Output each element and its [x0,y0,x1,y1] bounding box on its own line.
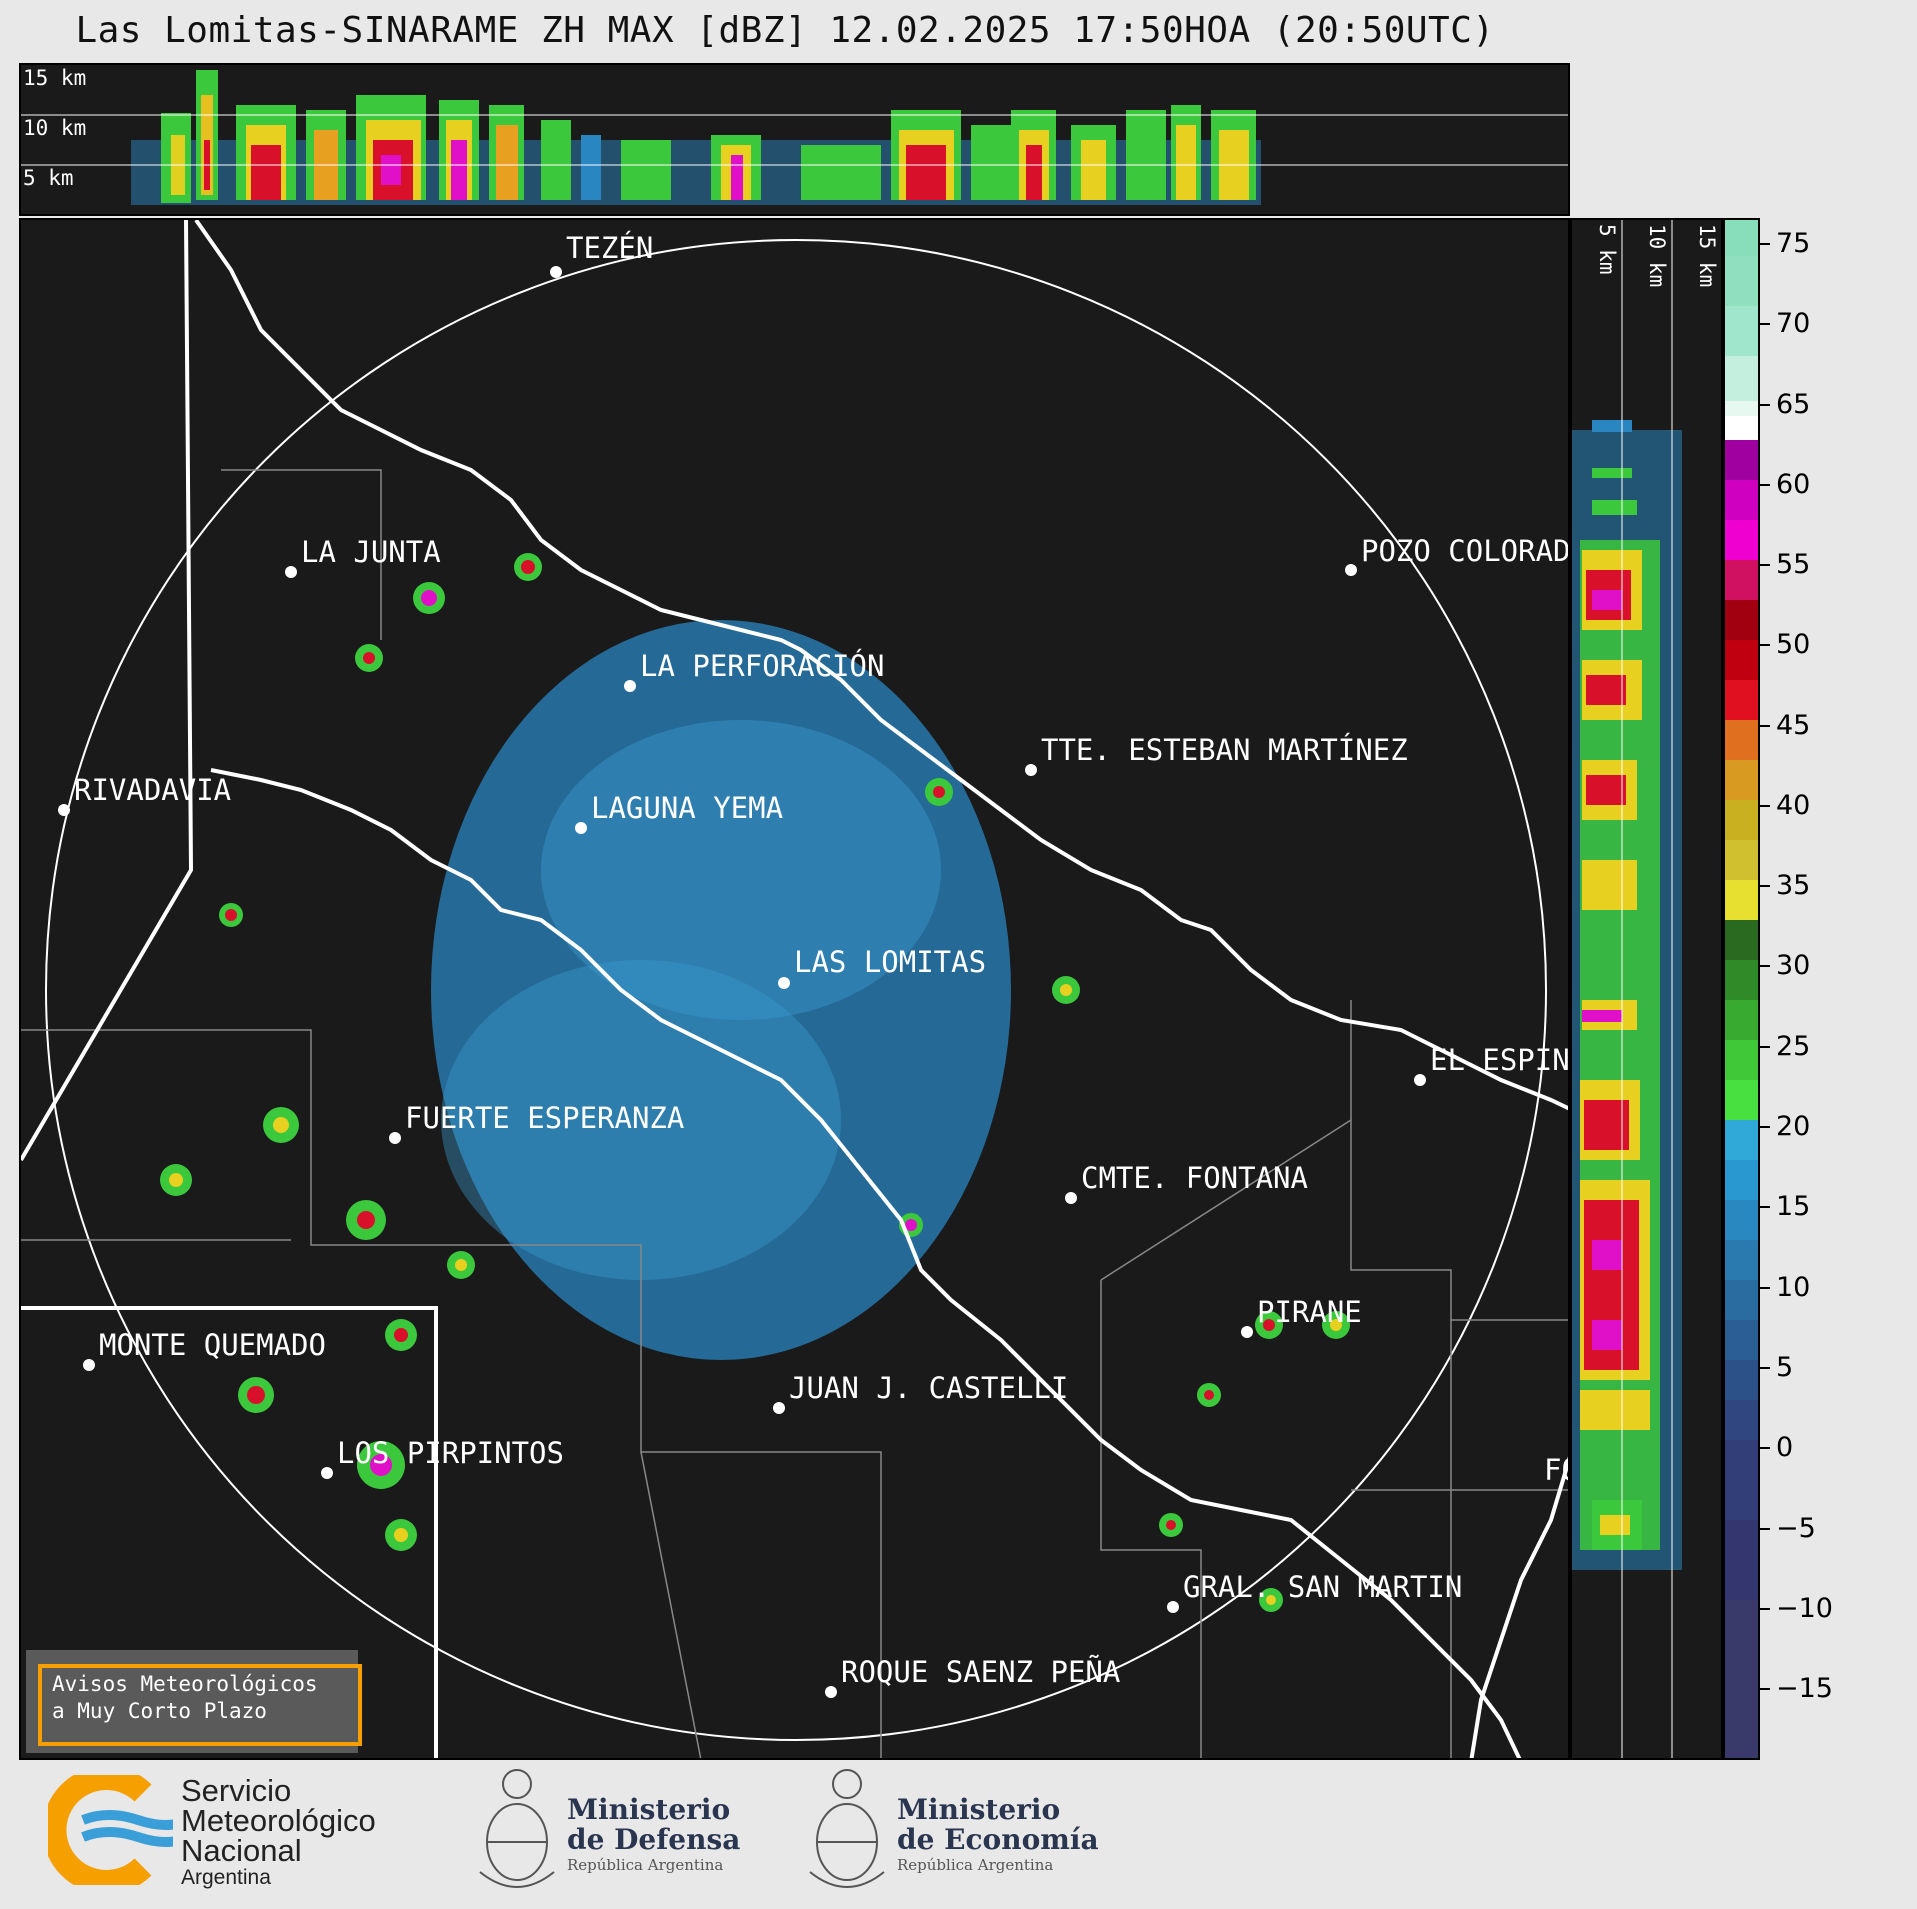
convective-cells [160,553,1350,1612]
city-label: RIVADAVIA [74,773,231,807]
city-label: EL ESPINILLO [1430,1043,1570,1077]
defensa-line1: Ministerio [567,1793,731,1826]
smn-line1: Servicio [181,1773,292,1808]
colorbar-label: 20 [1776,1111,1811,1142]
colorbar-label: 30 [1776,950,1811,981]
defensa-line3: República Argentina [567,1856,724,1874]
avisos-box[interactable]: Avisos Meteorológicos a Muy Corto Plazo [26,1650,362,1753]
economia-line3: República Argentina [897,1856,1054,1874]
city-label: CMTE. FONTANA [1081,1161,1308,1195]
city-label: LAS LOMITAS [794,945,986,979]
city-tte-esteban-martinez[interactable]: TTE. ESTEBAN MARTÍNEZ [1025,733,1408,776]
city-la-perforacion[interactable]: LA PERFORACIÓN [624,649,884,692]
right-altitude-profile: 5 km 10 km 15 km [1570,218,1723,1760]
city-label: POZO COLORADO [1361,534,1570,568]
economia-line2: de Economía [897,1823,1099,1856]
city-la-junta[interactable]: LA JUNTA [285,535,441,578]
reflectivity-echoes [431,620,1011,1360]
colorbar-label: 75 [1776,228,1811,259]
top-profile-echoes [131,70,1261,205]
city-cmte-fontana[interactable]: CMTE. FONTANA [1065,1161,1308,1204]
city-las-lomitas[interactable]: LAS LOMITAS [778,945,986,989]
colorbar-label: 55 [1776,549,1811,580]
dbz-colorbar [1723,218,1760,1760]
city-rivadavia[interactable]: RIVADAVIA [58,773,231,816]
colorbar-label: 5 [1776,1352,1794,1383]
top-alt-label-15: 15 km [23,66,86,90]
top-altitude-profile: 15 km 10 km 5 km [19,63,1570,216]
smn-line2: Meteorológico [181,1803,376,1838]
city-label: TEZÉN [566,231,653,265]
right-alt-label-15: 15 km [1695,224,1719,287]
colorbar-label: 40 [1776,790,1811,821]
city-juan-j-castelli[interactable]: JUAN J. CASTELLI [773,1371,1068,1414]
top-alt-label-5: 5 km [23,166,74,190]
avisos-line1: Avisos Meteorológicos [52,1672,318,1696]
colorbar-label: 10 [1776,1272,1811,1303]
colorbar-label: 45 [1776,710,1811,741]
right-profile-svg: 5 km 10 km 15 km [1572,220,1719,1758]
colorbar-label: 65 [1776,389,1811,420]
colorbar-label: −15 [1776,1673,1833,1704]
city-label: LOS PIRPINTOS [337,1436,564,1470]
city-label: LAGUNA YEMA [591,791,783,825]
colorbar-label: 60 [1776,469,1811,500]
city-el-espinillo[interactable]: EL ESPINILLO [1414,1043,1570,1086]
city-monte-quemado[interactable]: MONTE QUEMADO [83,1328,326,1371]
right-profile-echoes [1572,420,1682,1570]
colorbar-label: −5 [1776,1513,1816,1544]
city-formosa[interactable]: FORMOSA [1544,1453,1570,1487]
page-title: Las Lomitas-SINARAME ZH MAX [dBZ] 12.02.… [75,10,1495,51]
city-tezen[interactable]: TEZÉN [550,231,653,278]
colorbar-label: 50 [1776,629,1811,660]
city-label: GRAL. SAN MARTIN [1183,1570,1462,1604]
city-label: FUERTE ESPERANZA [405,1101,684,1135]
city-fuerte-esperanza[interactable]: FUERTE ESPERANZA [389,1101,684,1144]
map-svg: TEZÉN LA JUNTA POZO COLORADO LA PERFORAC… [21,220,1570,1758]
avisos-line2: a Muy Corto Plazo [52,1699,267,1723]
city-label: TTE. ESTEBAN MARTÍNEZ [1041,733,1408,767]
colorbar-label: 0 [1776,1432,1794,1463]
defensa-logo-text: Ministerio de Defensa República Argentin… [567,1795,740,1875]
colorbar-label: −10 [1776,1593,1833,1624]
smn-line3: Nacional [181,1833,302,1868]
range-ring [45,239,1547,1741]
city-label: JUAN J. CASTELLI [789,1371,1068,1405]
avisos-link[interactable]: Avisos Meteorológicos a Muy Corto Plazo [38,1664,362,1746]
defensa-coat-of-arms-icon [479,1769,555,1888]
radar-map[interactable]: TEZÉN LA JUNTA POZO COLORADO LA PERFORAC… [19,218,1570,1760]
city-label: ROQUE SAENZ PEÑA [841,1655,1120,1689]
colorbar-label: 70 [1776,308,1811,339]
colorbar-label: 35 [1776,870,1811,901]
colorbar-svg [1725,220,1758,1758]
right-alt-label-10: 10 km [1645,224,1669,287]
economia-logo-text: Ministerio de Economía República Argenti… [897,1795,1099,1875]
city-label: PIRANE [1257,1295,1362,1329]
city-roque-saenz-pena[interactable]: ROQUE SAENZ PEÑA [825,1655,1120,1698]
city-markers: TEZÉN LA JUNTA POZO COLORADO LA PERFORAC… [58,231,1570,1698]
smn-line4: Argentina [181,1866,271,1889]
department-boundaries [21,469,1568,1758]
economia-coat-of-arms-icon [809,1769,885,1888]
right-alt-label-5: 5 km [1595,224,1619,275]
colorbar-label: 15 [1776,1191,1811,1222]
city-label: MONTE QUEMADO [99,1328,326,1362]
province-boundaries [21,220,1568,1758]
city-gral-san-martin[interactable]: GRAL. SAN MARTIN [1167,1570,1462,1613]
city-pirane[interactable]: PIRANE [1241,1295,1362,1338]
smn-logo-icon [48,1775,173,1885]
top-profile-svg: 15 km 10 km 5 km [21,66,1568,205]
defensa-line2: de Defensa [567,1823,741,1856]
city-label: LA JUNTA [301,535,441,569]
colorbar-label: 25 [1776,1031,1811,1062]
smn-logo-text: Servicio Meteorológico Nacional Argentin… [181,1773,376,1890]
city-laguna-yema[interactable]: LAGUNA YEMA [575,791,783,834]
economia-line1: Ministerio [897,1793,1061,1826]
top-alt-label-10: 10 km [23,116,86,140]
city-label: LA PERFORACIÓN [640,649,884,683]
city-pozo-colorado[interactable]: POZO COLORADO [1345,534,1570,576]
city-los-pirpintos[interactable]: LOS PIRPINTOS [321,1436,564,1479]
city-label: FORMOSA [1544,1453,1570,1487]
